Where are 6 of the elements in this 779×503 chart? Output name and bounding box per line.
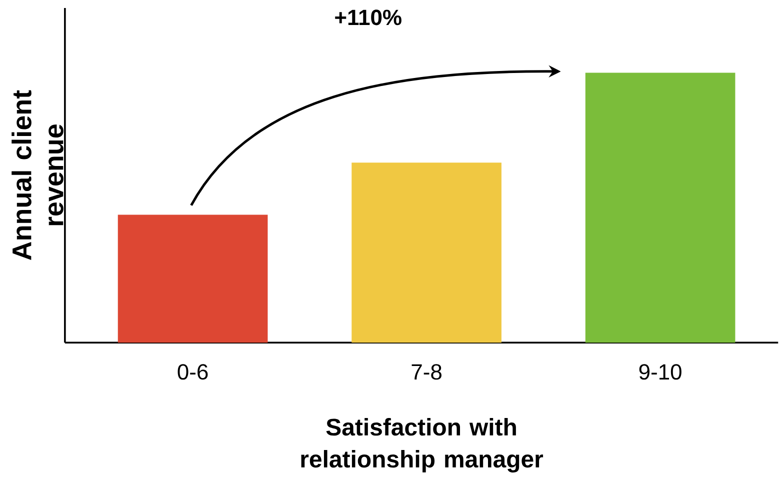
- y-axis-title: Annual client revenue: [12, 90, 64, 260]
- x-tick-label: 9-10: [639, 364, 682, 380]
- x-tick-label: 7-8: [412, 364, 442, 380]
- x-axis-title: Satisfaction with relationship manager: [301, 418, 544, 472]
- text: +110%: [335, 9, 402, 26]
- x-tick-label: 0-6: [178, 364, 208, 380]
